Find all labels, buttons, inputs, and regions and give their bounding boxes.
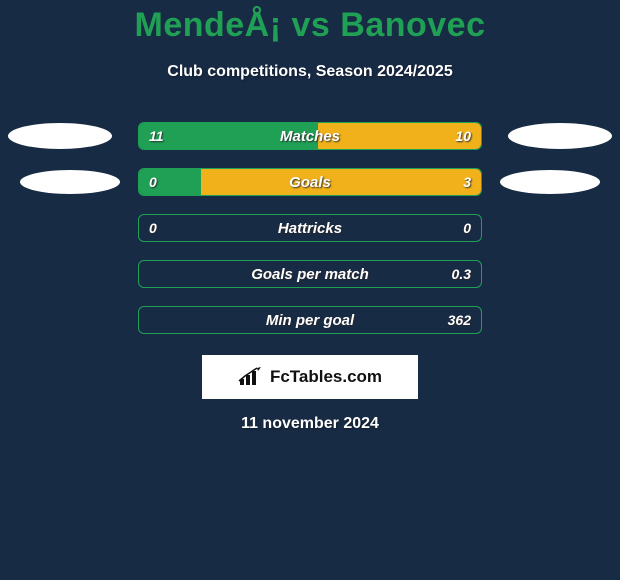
- stat-rows: Matches1110 Goals03 Hattricks0 0 Goals per m…: [0, 113, 620, 343]
- stat-value-right: 362: [448, 307, 471, 333]
- stat-bar-fill-left: [139, 123, 318, 149]
- stat-bar-fill-left: [139, 169, 201, 195]
- brand-text: FcTables.com: [270, 367, 382, 387]
- page-subtitle: Club competitions, Season 2024/2025: [0, 63, 620, 81]
- stat-row: Goals per match0.3: [0, 251, 620, 297]
- page-title: MendeÅ¡ vs Banovec: [0, 0, 620, 45]
- stat-bar-track: Matches1110: [138, 122, 482, 150]
- stat-row: Goals03: [0, 159, 620, 205]
- brand-box: FcTables.com: [202, 355, 418, 399]
- player-right-ellipse: [500, 170, 600, 194]
- stat-value-right: 0.3: [452, 261, 471, 287]
- stat-row: Hattricks0 0: [0, 205, 620, 251]
- stat-value-right: 0: [463, 215, 471, 241]
- stat-bar-fill-right: [201, 169, 481, 195]
- player-left-ellipse: [8, 123, 112, 149]
- stat-label: Goals per match: [139, 261, 481, 287]
- stat-bar-track: Goals03: [138, 168, 482, 196]
- date-text: 11 november 2024: [0, 415, 620, 433]
- stat-bar-track: Hattricks0 0: [138, 214, 482, 242]
- player-left-ellipse: [20, 170, 120, 194]
- stat-bar-track: Min per goal362: [138, 306, 482, 334]
- stat-row: Min per goal362: [0, 297, 620, 343]
- stat-label: Hattricks: [139, 215, 481, 241]
- stat-value-left: 0: [149, 215, 157, 241]
- stat-bar-track: Goals per match0.3: [138, 260, 482, 288]
- comparison-infographic: MendeÅ¡ vs Banovec Club competitions, Se…: [0, 0, 620, 580]
- stat-bar-fill-right: [318, 123, 481, 149]
- stat-row: Matches1110: [0, 113, 620, 159]
- stat-label: Min per goal: [139, 307, 481, 333]
- player-right-ellipse: [508, 123, 612, 149]
- bar-chart-icon: [238, 367, 264, 387]
